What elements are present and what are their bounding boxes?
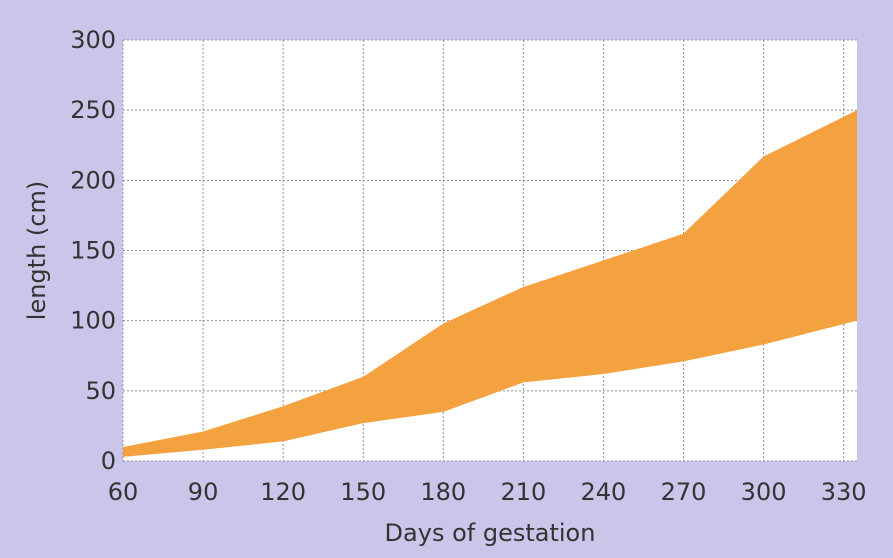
x-tick-label-240: 240 [581, 478, 627, 506]
x-tick-label-180: 180 [420, 478, 466, 506]
x-tick-label-60: 60 [108, 478, 139, 506]
y-tick-label-150: 150 [70, 237, 116, 265]
y-tick-label-0: 0 [101, 447, 116, 475]
y-axis-ticks: 0 50 100 150 200 250 300 [70, 26, 116, 475]
x-tick-label-300: 300 [741, 478, 787, 506]
x-axis-label: Days of gestation [385, 519, 596, 547]
x-tick-label-150: 150 [340, 478, 386, 506]
x-tick-label-210: 210 [500, 478, 546, 506]
x-axis-ticks: 60 90 120 150 180 210 240 270 300 330 [108, 478, 867, 506]
y-tick-label-250: 250 [70, 96, 116, 124]
x-tick-label-120: 120 [260, 478, 306, 506]
y-tick-label-200: 200 [70, 166, 116, 194]
y-axis-label: length (cm) [23, 181, 51, 320]
x-tick-label-330: 330 [821, 478, 867, 506]
band-layer [123, 110, 857, 457]
length-range-band [123, 110, 857, 457]
y-tick-label-300: 300 [70, 26, 116, 54]
y-tick-label-100: 100 [70, 307, 116, 335]
x-tick-label-270: 270 [661, 478, 707, 506]
y-tick-label-50: 50 [85, 377, 116, 405]
x-tick-label-90: 90 [188, 478, 219, 506]
